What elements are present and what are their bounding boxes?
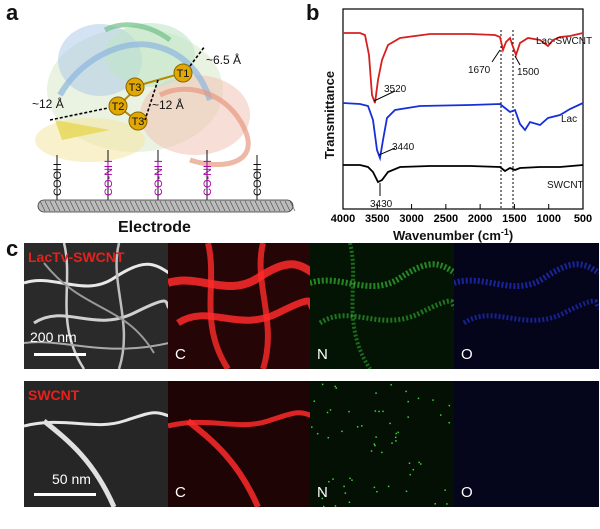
copper-site-t3 — [125, 77, 145, 97]
protein-ribbon — [55, 120, 110, 140]
panel-b-chart: 3520 3440 3430 1670 1500 Lac-SWCNT Lac S… — [322, 8, 592, 243]
panel-letter-a: a — [6, 0, 19, 25]
linker-label-amide: CO-NH — [202, 160, 214, 196]
peak-arrow — [514, 55, 521, 66]
linker-label-amide: CO-NH — [153, 160, 165, 196]
copper-site-t2 — [108, 96, 128, 116]
y-axis-label: Transmittance — [322, 71, 337, 159]
series-line-lac-swcnt — [343, 32, 584, 104]
panel-letter-c: c — [6, 236, 19, 261]
series-label-lac-swcnt: Lac-SWCNT — [536, 36, 592, 47]
distance-arrow — [144, 79, 159, 121]
eds-map-nitrogen: N — [310, 381, 455, 507]
x-tick-label: 3000 — [399, 213, 423, 225]
protein-ribbon — [57, 41, 213, 101]
x-tick-label: 3500 — [365, 213, 389, 225]
nanotube-bundle-drawing — [24, 411, 169, 507]
protein-domain-blob — [140, 75, 250, 155]
panel-a-illustration: T1 T2 T3 T3 ~6.5 Å ~12 Å ~12 Å COOH CO-N… — [32, 22, 296, 236]
linker-group: COOH CO-NH CO-NH CO-NH COOH — [52, 150, 264, 200]
peak-label: 3430 — [370, 199, 393, 210]
eds-map-oxygen: O — [454, 243, 599, 369]
series-label-lac: Lac — [561, 114, 577, 125]
channel-label-n: N — [317, 346, 328, 363]
scale-bar-label: 50 nm — [52, 471, 91, 487]
linker-label-cooh: COOH — [52, 163, 64, 196]
channel-label-o: O — [461, 346, 473, 363]
x-tick-label: 2000 — [468, 213, 492, 225]
eds-map-carbon: C — [168, 381, 313, 507]
scale-bar — [34, 493, 96, 496]
x-tick-label: 4000 — [331, 213, 355, 225]
eds-map-oxygen: O — [454, 381, 599, 507]
eds-map-nitrogen: N — [310, 243, 455, 369]
channel-label-c: C — [175, 484, 186, 501]
linker-label-amide: CO-NH — [103, 160, 115, 196]
chart-frame — [342, 8, 584, 210]
electrode-label: Electrode — [118, 219, 191, 236]
site-label-t2: T2 — [112, 101, 125, 113]
channel-label-c: C — [175, 346, 186, 363]
peak-label: 1500 — [517, 67, 540, 78]
copper-site-t3 — [128, 111, 148, 131]
series-line-swcnt — [343, 164, 584, 184]
scale-bar — [34, 353, 86, 356]
distance-label: ~6.5 Å — [206, 52, 241, 67]
x-axis-label: Wavenumber (cm-1) — [393, 227, 513, 243]
sem-image-lactv-swcnt: LacTv-SWCNT 200 nm — [24, 243, 169, 369]
series-line-lac — [342, 102, 584, 162]
site-label-t1: T1 — [177, 68, 190, 80]
x-tick-label: 1500 — [502, 213, 526, 225]
peak-label: 3520 — [384, 84, 407, 95]
distance-label: ~12 Å — [152, 97, 184, 112]
series-label-swcnt: SWCNT — [547, 180, 584, 191]
x-axis-ticks: 4000 3500 3000 2500 2000 1500 1000 500 — [331, 204, 592, 225]
distance-label: ~12 Å — [32, 96, 64, 111]
site-label-t3: T3 — [132, 116, 145, 128]
x-tick-label: 2500 — [434, 213, 458, 225]
panel-letter-b: b — [306, 0, 320, 25]
peak-arrow — [373, 90, 396, 102]
electrode-nanotube — [37, 199, 296, 213]
channel-label-o: O — [461, 484, 473, 501]
site-label-t3: T3 — [129, 82, 142, 94]
x-tick-label: 500 — [574, 213, 592, 225]
protein-domain-blob — [105, 23, 195, 87]
peak-label: 3440 — [392, 142, 415, 153]
sample-label: LacTv-SWCNT — [28, 249, 125, 265]
distance-arrow — [189, 45, 206, 67]
peak-arrow — [378, 147, 396, 156]
peak-arrow — [491, 49, 501, 63]
scale-bar-label: 200 nm — [30, 329, 77, 345]
peak-label: 1670 — [468, 65, 491, 76]
copper-site-t1 — [173, 63, 193, 83]
protein-domain-blob — [35, 118, 145, 162]
eds-map-carbon: C — [168, 243, 313, 369]
linker-label-cooh: COOH — [252, 163, 264, 196]
protein-ribbon — [103, 22, 172, 43]
protein-ribbon — [158, 86, 251, 168]
channel-label-n: N — [317, 484, 328, 501]
sample-label: SWCNT — [28, 387, 80, 403]
sem-image-swcnt: SWCNT 50 nm — [24, 381, 169, 507]
x-tick-label: 1000 — [536, 213, 560, 225]
